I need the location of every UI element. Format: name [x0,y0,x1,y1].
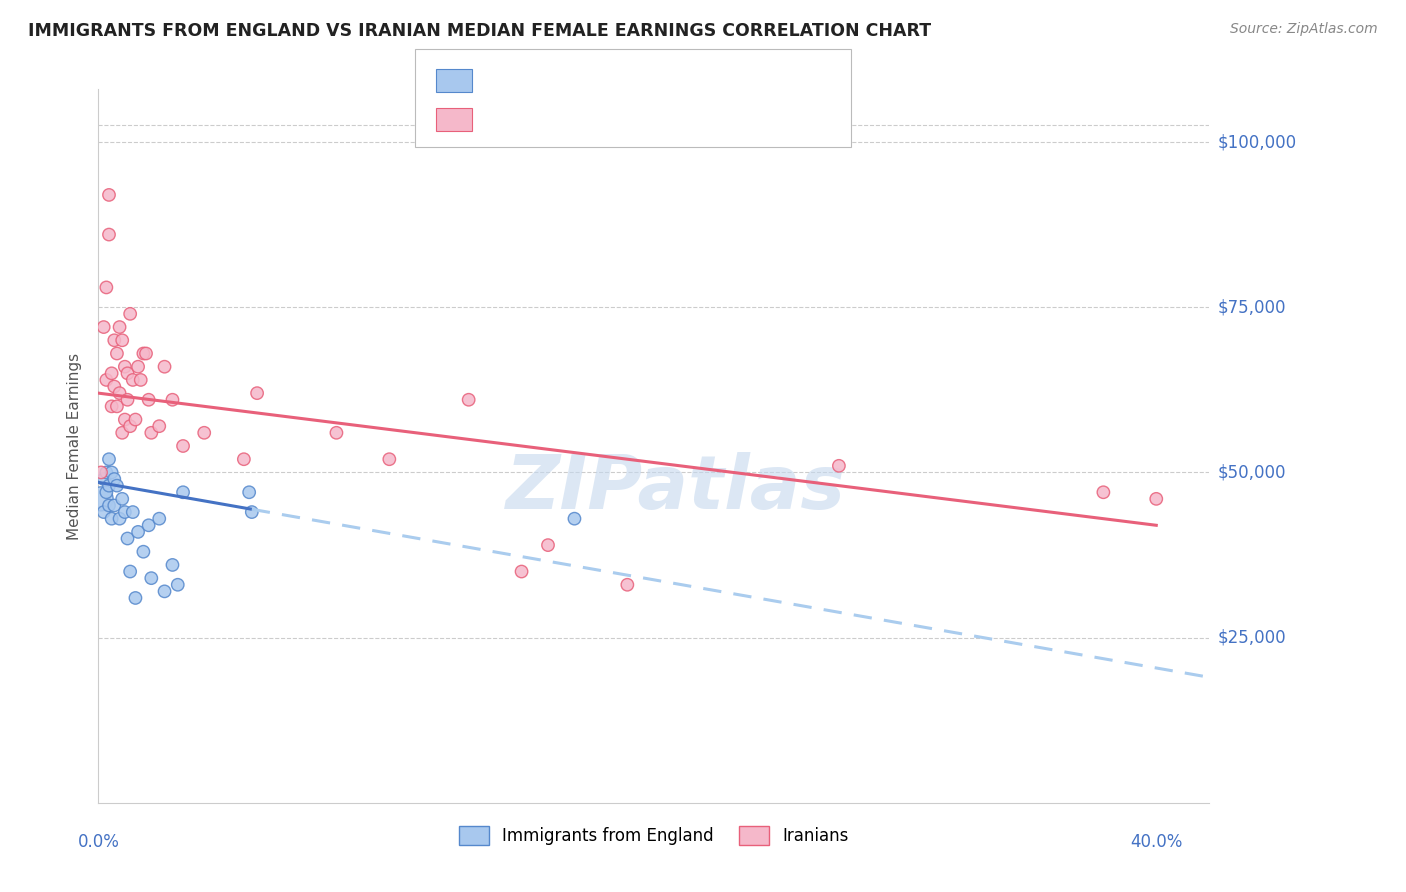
Point [172,439,194,453]
Point [616,578,638,592]
Point [378,452,401,467]
Point [129,373,152,387]
Text: $50,000: $50,000 [1218,464,1286,482]
Point [457,392,479,407]
Text: 40.0%: 40.0% [1130,833,1182,851]
Point [120,419,142,434]
Point [98,499,121,513]
Text: 32: 32 [636,70,661,87]
Point [1144,491,1167,506]
Point [325,425,347,440]
Point [105,346,128,360]
Point [240,505,263,519]
Point [172,485,194,500]
Point [90,466,112,480]
Point [111,491,134,506]
Point [108,320,131,334]
Text: ZIPatlas: ZIPatlas [506,452,846,525]
Point [93,320,115,334]
Point [246,386,269,401]
Point [98,478,121,492]
Point [232,452,254,467]
Point [111,425,134,440]
Point [103,499,125,513]
Point [103,333,125,347]
Point [132,545,155,559]
Point [127,359,149,374]
Point [96,466,118,480]
Point [124,591,146,605]
Text: -0.240: -0.240 [516,70,581,87]
Point [100,367,122,381]
Text: R =: R = [481,70,517,87]
Point [103,472,125,486]
Point [90,491,112,506]
Point [98,452,121,467]
Text: $75,000: $75,000 [1218,298,1286,317]
Point [138,392,160,407]
Point [96,373,118,387]
Point [117,367,139,381]
Point [238,485,260,500]
Point [162,392,184,407]
Point [111,333,134,347]
Point [108,386,131,401]
Point [148,511,170,525]
Point [114,412,136,426]
Point [114,505,136,519]
Text: Source: ZipAtlas.com: Source: ZipAtlas.com [1230,22,1378,37]
Point [138,518,160,533]
Point [96,485,118,500]
Text: $25,000: $25,000 [1218,629,1286,647]
Point [105,478,128,492]
Point [93,505,115,519]
Point [132,346,155,360]
Point [135,346,157,360]
Text: N =: N = [602,109,638,127]
Point [93,472,115,486]
Point [1092,485,1115,500]
Text: 0.0%: 0.0% [77,833,120,851]
Point [114,359,136,374]
Text: R =: R = [481,109,522,127]
Point [153,584,176,599]
Point [153,359,176,374]
Text: 46: 46 [636,109,661,127]
Point [105,400,128,414]
Point [98,188,121,202]
Point [141,425,163,440]
Point [108,511,131,525]
Point [100,400,122,414]
Legend: Immigrants from England, Iranians: Immigrants from England, Iranians [453,819,855,852]
Point [117,392,139,407]
Text: IMMIGRANTS FROM ENGLAND VS IRANIAN MEDIAN FEMALE EARNINGS CORRELATION CHART: IMMIGRANTS FROM ENGLAND VS IRANIAN MEDIA… [28,22,931,40]
Point [117,532,139,546]
Point [127,524,149,539]
Point [162,558,184,572]
Text: $100,000: $100,000 [1218,133,1296,151]
Point [537,538,560,552]
Point [103,379,125,393]
Point [121,505,143,519]
Point [96,280,118,294]
Point [828,458,851,473]
Point [121,373,143,387]
Point [100,511,122,525]
Point [510,565,533,579]
Y-axis label: Median Female Earnings: Median Female Earnings [67,352,83,540]
Text: -0.314: -0.314 [516,109,581,127]
Point [120,307,142,321]
Point [100,466,122,480]
Point [148,419,170,434]
Point [120,565,142,579]
Point [564,511,586,525]
Point [98,227,121,242]
Point [193,425,215,440]
Text: N =: N = [602,70,638,87]
Point [141,571,163,585]
Point [124,412,146,426]
Point [166,578,188,592]
